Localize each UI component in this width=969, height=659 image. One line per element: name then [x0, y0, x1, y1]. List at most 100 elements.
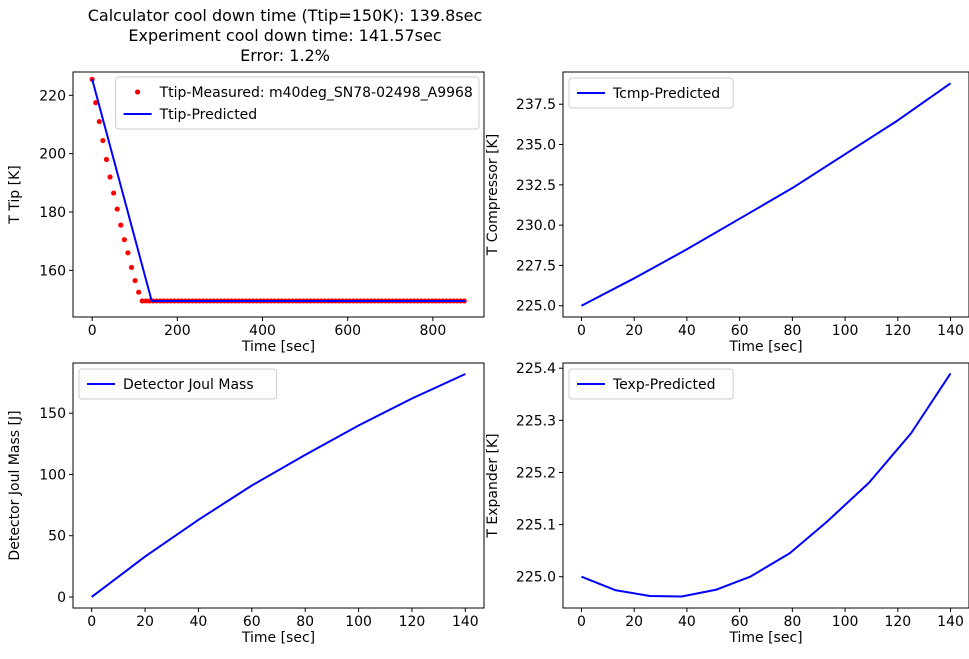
chart-top-right: 0 20 40 60 80 100 120 140 225.0 227.5 230.0 232.5 23… [485, 71, 969, 355]
data-point [121, 237, 127, 243]
y-tick-label: 225.0 [516, 299, 556, 315]
chart-top-right-legend: Tcmp-Predicted [568, 77, 734, 109]
y-tick-label: 180 [39, 205, 66, 221]
chart-bottom-right-axes-frame [562, 362, 969, 609]
y-tick-label: 227.5 [516, 258, 556, 274]
figure-title-line-1: Calculator cool down time (Ttip=150K): 1… [87, 6, 483, 25]
x-tick-label: 80 [296, 614, 314, 630]
y-tick-label: 232.5 [516, 178, 556, 194]
chart-bottom-right-y-axis-label: T Expander [K] [485, 433, 501, 538]
chart-top-right-axes-frame [562, 71, 969, 318]
chart-bottom-right-legend: Texp-Predicted [568, 368, 734, 400]
legend-marker [135, 89, 141, 95]
chart-bottom-left-x-axis-label: Time [sec] [241, 630, 315, 646]
legend-box [568, 77, 734, 109]
chart-top-left: 0 200 400 600 800 160 180 200 220 Time [sec] T Tip… [7, 71, 485, 355]
legend-label: Ttip-Predicted [159, 107, 258, 123]
x-tick-label: 20 [136, 614, 154, 630]
x-tick-label: 120 [884, 614, 911, 630]
x-tick-label: 0 [577, 614, 586, 630]
x-tick-label: 400 [249, 323, 276, 339]
x-tick-label: 120 [399, 614, 426, 630]
x-tick-label: 140 [937, 614, 964, 630]
y-tick-label: 237.5 [516, 97, 556, 113]
data-point [139, 298, 145, 304]
x-tick-label: 100 [832, 614, 859, 630]
chart-bottom-left-legend: Detector Joul Mass [78, 368, 277, 400]
y-tick-label: 220 [39, 88, 66, 104]
data-point [136, 289, 142, 295]
x-tick-label: 20 [625, 614, 643, 630]
data-point [128, 264, 135, 271]
data-point [118, 222, 124, 228]
data-point [100, 137, 106, 144]
legend-box [78, 368, 277, 400]
chart-top-left-series-2-line [91, 79, 465, 302]
chart-bottom-right: 0 20 40 60 80 100 120 140 225.0 225.1 225.2 225.3 22… [485, 361, 969, 646]
y-tick-label: 150 [39, 406, 66, 422]
y-tick-label: 225.2 [516, 465, 556, 481]
y-tick-label: 225.4 [516, 361, 556, 377]
figure-title-line-3: Error: 1.2% [240, 46, 330, 65]
legend-box [115, 76, 480, 130]
x-tick-label: 0 [577, 323, 586, 339]
x-tick-label: 100 [832, 323, 859, 339]
x-tick-label: 80 [783, 323, 801, 339]
legend-label: Ttip-Measured: m40deg_SN78-02498_A9968 [159, 85, 473, 101]
x-tick-label: 140 [452, 614, 479, 630]
x-tick-label: 40 [190, 614, 208, 630]
x-tick-label: 80 [783, 614, 801, 630]
x-tick-label: 0 [87, 614, 96, 630]
chart-bottom-right-series-1-line [581, 372, 952, 598]
x-tick-label: 60 [243, 614, 261, 630]
y-tick-label: 225.3 [516, 413, 556, 429]
chart-bottom-left-series-1-line [91, 373, 466, 598]
chart-top-right-y-axis-label: T Compressor [K] [485, 134, 501, 256]
legend-label: Tcmp-Predicted [612, 86, 720, 102]
x-tick-label: 60 [731, 323, 749, 339]
x-tick-label: 140 [937, 323, 964, 339]
chart-top-left-x-axis-label: Time [sec] [241, 339, 315, 355]
chart-bottom-left-y-axis-label: Detector Joul Mass [J] [7, 410, 23, 560]
chart-bottom-left: 0 20 40 60 80 100 120 140 0 50 100 150 Time [sec] Det… [7, 362, 485, 646]
legend-label: Texp-Predicted [612, 377, 715, 393]
y-tick-label: 0 [57, 590, 66, 606]
x-tick-label: 200 [164, 323, 191, 339]
y-tick-label: 230.0 [516, 218, 556, 234]
x-tick-label: 20 [625, 323, 643, 339]
chart-bottom-left-axes-frame [72, 362, 485, 609]
chart-top-right-x-axis-label: Time [sec] [728, 339, 802, 355]
data-point [125, 250, 131, 256]
x-tick-label: 40 [678, 323, 696, 339]
x-tick-label: 120 [884, 323, 911, 339]
legend-label: Detector Joul Mass [123, 377, 254, 393]
chart-bottom-right-x-axis-label: Time [sec] [728, 630, 802, 646]
y-tick-label: 200 [39, 147, 66, 163]
data-point [107, 174, 113, 180]
data-point [114, 206, 120, 212]
x-tick-label: 600 [334, 323, 361, 339]
x-tick-label: 60 [731, 614, 749, 630]
legend-box [568, 368, 734, 400]
chart-top-left-axes-frame [72, 71, 485, 318]
data-point [111, 190, 117, 196]
x-tick-label: 100 [345, 614, 372, 630]
x-tick-label: 40 [678, 614, 696, 630]
chart-top-left-legend: Ttip-Measured: m40deg_SN78-02498_A9968 Tt… [115, 76, 480, 130]
chart-top-left-y-axis-label: T Tip [K] [7, 165, 23, 224]
y-tick-label: 235.0 [516, 138, 556, 154]
y-tick-label: 50 [48, 529, 66, 545]
y-tick-label: 100 [39, 467, 66, 483]
y-tick-label: 160 [39, 263, 66, 279]
y-tick-label: 225.0 [516, 570, 556, 586]
chart-top-right-series-1-line [580, 82, 952, 307]
data-point [93, 100, 99, 106]
data-point [96, 118, 102, 125]
data-point [132, 277, 138, 284]
y-tick-label: 225.1 [516, 518, 556, 534]
data-point [143, 298, 149, 304]
figure-title-line-2: Experiment cool down time: 141.57sec [128, 26, 442, 45]
x-tick-label: 0 [88, 323, 97, 339]
x-tick-label: 800 [420, 323, 447, 339]
